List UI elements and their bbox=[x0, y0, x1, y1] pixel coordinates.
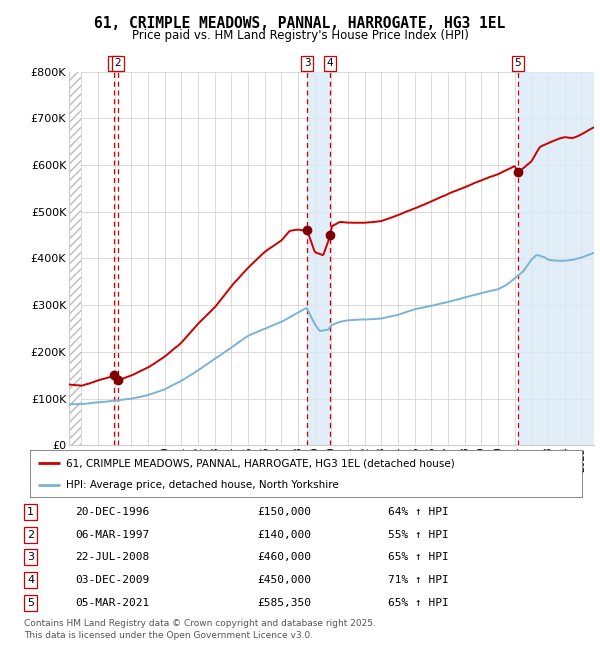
Text: 65% ↑ HPI: 65% ↑ HPI bbox=[389, 552, 449, 562]
Text: £450,000: £450,000 bbox=[257, 575, 311, 585]
Bar bbox=[69, 72, 82, 445]
Text: HPI: Average price, detached house, North Yorkshire: HPI: Average price, detached house, Nort… bbox=[66, 480, 338, 489]
Text: 05-MAR-2021: 05-MAR-2021 bbox=[75, 598, 149, 608]
Text: Contains HM Land Registry data © Crown copyright and database right 2025.
This d: Contains HM Land Registry data © Crown c… bbox=[24, 619, 376, 640]
Text: 1: 1 bbox=[111, 58, 118, 68]
Text: 3: 3 bbox=[304, 58, 311, 68]
Text: 3: 3 bbox=[27, 552, 34, 562]
Text: 5: 5 bbox=[514, 58, 521, 68]
Text: £150,000: £150,000 bbox=[257, 507, 311, 517]
Bar bbox=[518, 72, 594, 445]
Text: Price paid vs. HM Land Registry's House Price Index (HPI): Price paid vs. HM Land Registry's House … bbox=[131, 29, 469, 42]
Text: 2: 2 bbox=[115, 58, 121, 68]
Text: 5: 5 bbox=[27, 598, 34, 608]
Text: 71% ↑ HPI: 71% ↑ HPI bbox=[389, 575, 449, 585]
Bar bbox=[307, 72, 330, 445]
Text: 20-DEC-1996: 20-DEC-1996 bbox=[75, 507, 149, 517]
Text: 55% ↑ HPI: 55% ↑ HPI bbox=[389, 530, 449, 540]
Text: 2: 2 bbox=[27, 530, 34, 540]
Text: £140,000: £140,000 bbox=[257, 530, 311, 540]
Text: 06-MAR-1997: 06-MAR-1997 bbox=[75, 530, 149, 540]
Text: 64% ↑ HPI: 64% ↑ HPI bbox=[389, 507, 449, 517]
Text: 61, CRIMPLE MEADOWS, PANNAL, HARROGATE, HG3 1EL: 61, CRIMPLE MEADOWS, PANNAL, HARROGATE, … bbox=[94, 16, 506, 31]
Text: £460,000: £460,000 bbox=[257, 552, 311, 562]
Text: £585,350: £585,350 bbox=[257, 598, 311, 608]
Text: 61, CRIMPLE MEADOWS, PANNAL, HARROGATE, HG3 1EL (detached house): 61, CRIMPLE MEADOWS, PANNAL, HARROGATE, … bbox=[66, 458, 455, 468]
Text: 4: 4 bbox=[327, 58, 334, 68]
Text: 22-JUL-2008: 22-JUL-2008 bbox=[75, 552, 149, 562]
Text: 03-DEC-2009: 03-DEC-2009 bbox=[75, 575, 149, 585]
Text: 1: 1 bbox=[27, 507, 34, 517]
Text: 4: 4 bbox=[27, 575, 34, 585]
Text: 65% ↑ HPI: 65% ↑ HPI bbox=[389, 598, 449, 608]
